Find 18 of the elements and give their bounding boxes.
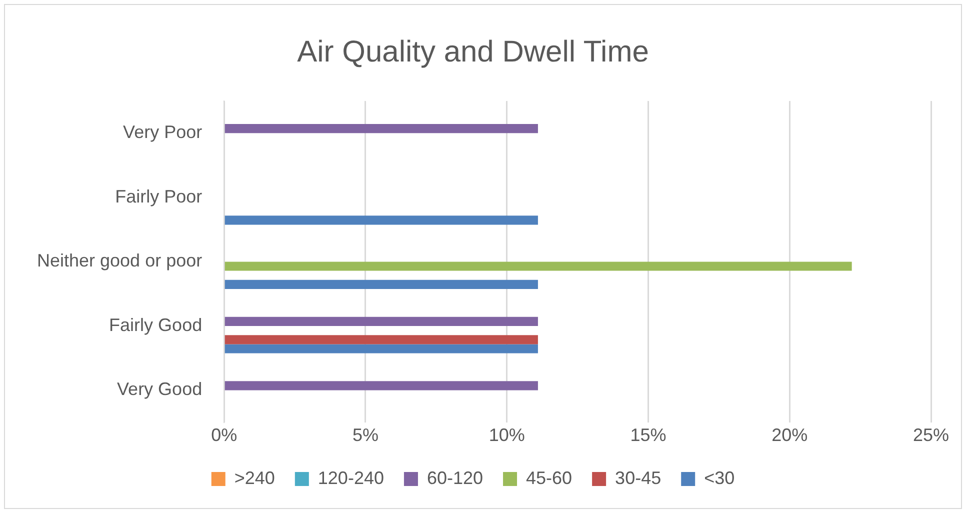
legend-label: 45-60: [526, 468, 572, 488]
y-tick-label: Fairly Poor: [115, 186, 202, 206]
legend-label: 60-120: [426, 468, 484, 488]
y-tick-label: Fairly Good: [109, 314, 202, 335]
legend-label: <30: [704, 468, 735, 488]
x-tick-label: 25%: [912, 425, 950, 446]
y-tick-label: Very Good: [117, 379, 202, 400]
x-tick-label: 5%: [352, 425, 378, 446]
legend-label: >240: [234, 468, 275, 488]
y-tick-label: Very Poor: [123, 122, 202, 142]
x-tick-label: 0%: [211, 425, 238, 446]
x-tick-label: 10%: [488, 425, 525, 446]
x-tick-label: 20%: [772, 425, 808, 446]
x-tick-label: 15%: [630, 425, 666, 446]
y-tick-label: Neither good or poor: [36, 250, 202, 271]
chart-title: Air Quality and Dwell Time: [297, 35, 649, 68]
legend-label: 30-45: [615, 468, 662, 488]
legend-label: 120-240: [318, 468, 384, 488]
